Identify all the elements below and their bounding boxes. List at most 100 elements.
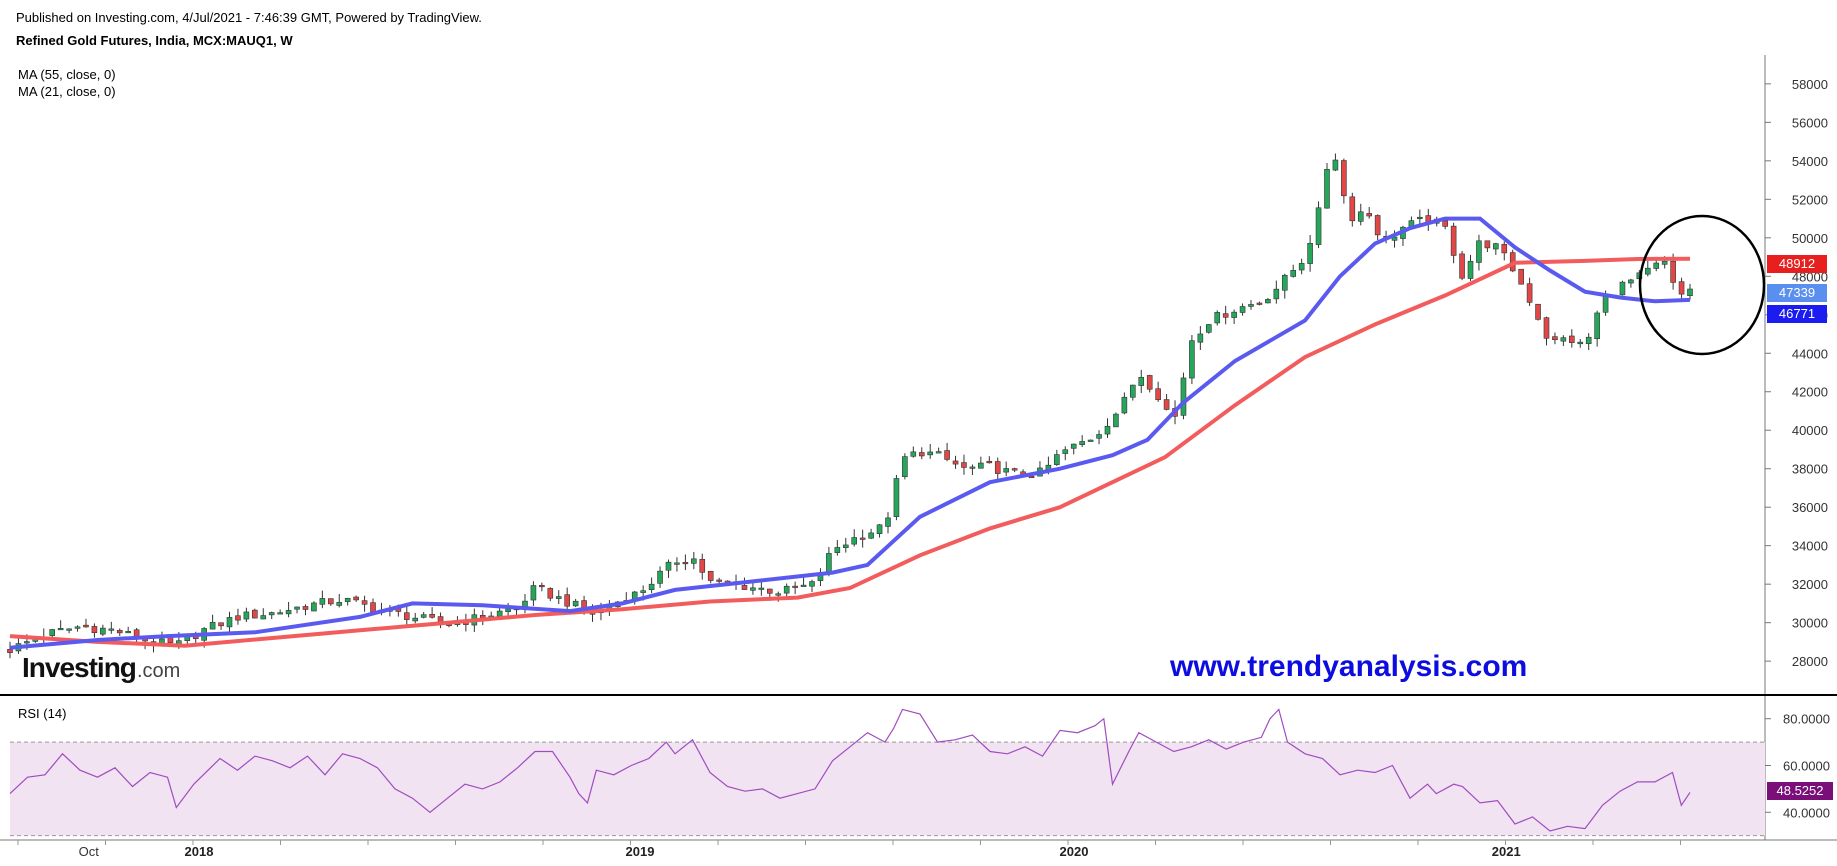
candle-body	[902, 456, 908, 477]
candle-body	[1180, 377, 1187, 416]
price-tick-label: 36000	[1792, 500, 1828, 515]
candle-body	[1341, 160, 1347, 197]
legend-ma21[interactable]: MA (21, close, 0)	[18, 84, 116, 99]
price-tag-rsi: 48.5252	[1767, 782, 1833, 800]
chart-title: Refined Gold Futures, India, MCX:MAUQ1, …	[16, 33, 293, 48]
candle-body	[707, 570, 714, 581]
candle-body	[775, 593, 782, 596]
candle-body	[1155, 388, 1161, 401]
candle-body	[57, 628, 64, 631]
candle-body	[1070, 443, 1077, 449]
candle-body	[885, 517, 891, 527]
price-tick-label: 42000	[1792, 385, 1828, 400]
candle-body	[260, 615, 267, 620]
time-tick-label: Oct	[79, 844, 100, 859]
candle-body	[1231, 311, 1237, 318]
candle-body	[1661, 260, 1668, 265]
rsi-tick-label: 40.0000	[1783, 805, 1830, 820]
candle-body	[910, 451, 917, 457]
candle-body	[1062, 449, 1069, 454]
price-tag-ma21-text: 46771	[1779, 306, 1815, 321]
candle-body	[83, 624, 89, 628]
candle-body	[758, 587, 765, 590]
candle-body	[243, 611, 250, 620]
ma-legend: MA (55, close, 0) MA (21, close, 0)	[18, 66, 116, 100]
candle-body	[209, 621, 216, 630]
candle-body	[1493, 243, 1499, 250]
candle-body	[1602, 294, 1609, 313]
candle-body	[1146, 375, 1153, 390]
candle-body	[1459, 253, 1465, 279]
candle-body	[1484, 240, 1491, 249]
candle-body	[1096, 434, 1102, 439]
price-tick-label: 32000	[1792, 577, 1828, 592]
candle-body	[1197, 333, 1204, 343]
price-tick-label: 38000	[1792, 462, 1828, 477]
candle-body	[961, 462, 967, 468]
candle-body	[1290, 270, 1297, 277]
price-tag-ma21: 46771	[1767, 305, 1827, 323]
price-tick-label: 34000	[1792, 539, 1828, 554]
candle-body	[268, 612, 275, 616]
candle-body	[74, 626, 81, 629]
candle-body	[412, 617, 419, 622]
candle-body	[1281, 274, 1288, 291]
candle-body	[1205, 324, 1212, 333]
candle-body	[1248, 304, 1254, 307]
candle-body	[505, 608, 511, 613]
ma55-line	[9, 256, 1691, 648]
price-tick-label: 40000	[1792, 423, 1828, 438]
candle-body	[1003, 468, 1009, 473]
candle-body	[1366, 213, 1372, 217]
candle-body	[555, 596, 562, 599]
candle-body	[336, 602, 343, 606]
rsi-label[interactable]: RSI (14)	[18, 706, 67, 721]
candle-body	[1028, 475, 1035, 479]
candle-body	[1518, 268, 1524, 285]
rsi-tick-label: 80.0000	[1783, 712, 1830, 727]
candle-body	[226, 617, 233, 628]
price-tag-last: 47339	[1767, 284, 1827, 302]
candle-body	[691, 558, 697, 564]
time-tick-label: 2021	[1492, 844, 1521, 859]
investing-logo: Investing .com	[22, 652, 180, 683]
candle-body	[1450, 225, 1457, 256]
price-tag-ma55: 48912	[1767, 255, 1827, 273]
candle-body	[7, 649, 13, 653]
candle-body	[741, 585, 748, 590]
candle-body	[1256, 302, 1263, 305]
candle-body	[1214, 312, 1221, 324]
highlight-circle	[1638, 214, 1766, 356]
logo-suffix: .com	[137, 660, 180, 682]
candle-body	[24, 641, 30, 644]
candle-body	[1374, 215, 1381, 236]
candle-body	[1628, 279, 1634, 284]
candle-body	[361, 600, 368, 605]
candle-body	[783, 585, 790, 594]
candle-body	[91, 626, 98, 634]
candle-body	[1670, 260, 1676, 283]
legend-ma55[interactable]: MA (55, close, 0)	[18, 67, 116, 82]
candle-body	[918, 452, 925, 457]
candle-body	[572, 600, 579, 607]
candle-body	[944, 450, 950, 460]
candle-body	[716, 579, 722, 582]
time-tick-label: 2019	[626, 844, 655, 859]
candle-body	[809, 581, 815, 587]
candle-body	[1501, 243, 1508, 254]
candle-body	[1079, 441, 1085, 445]
candle-body	[876, 524, 883, 535]
price-tick-label: 50000	[1792, 231, 1828, 246]
price-tag-last-text: 47339	[1779, 285, 1815, 300]
candle-body	[1442, 220, 1448, 227]
candle-body	[1222, 313, 1229, 318]
candle-body	[1130, 384, 1136, 398]
candle-body	[235, 615, 241, 621]
candle-body	[682, 562, 689, 565]
candle-body	[100, 627, 106, 635]
price-tick-label: 54000	[1792, 154, 1828, 169]
rsi-ticks: 40.0000 60.0000 80.0000	[1765, 712, 1830, 820]
candle-body	[952, 460, 959, 465]
candle-body	[1687, 288, 1693, 296]
